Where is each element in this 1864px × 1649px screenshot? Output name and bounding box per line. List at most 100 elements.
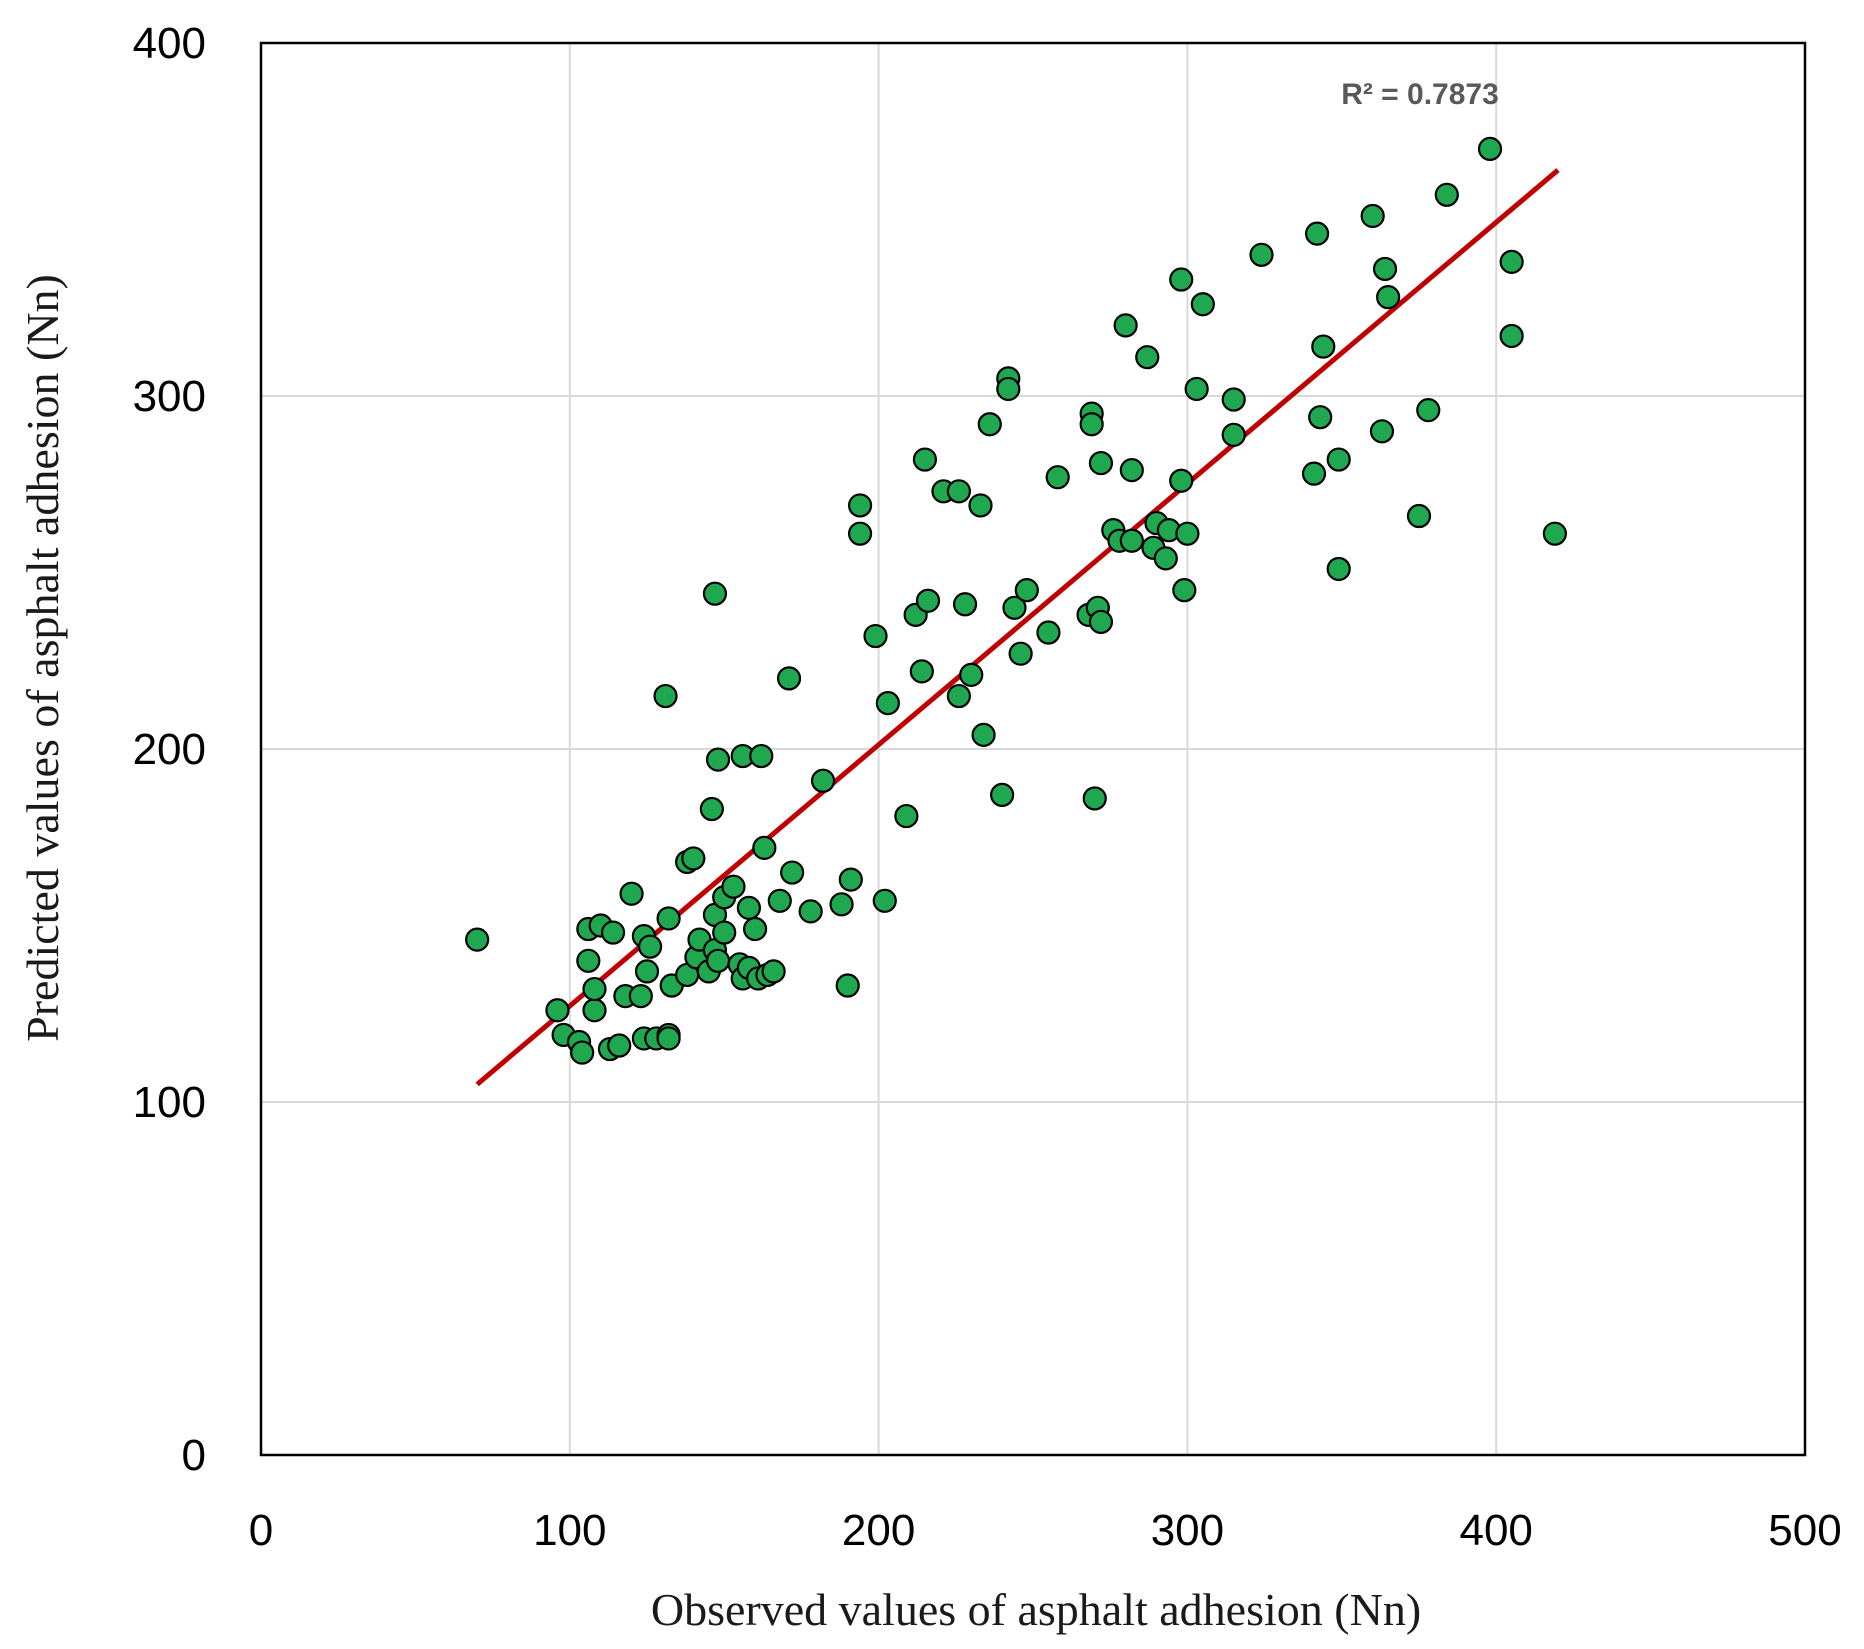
data-point [872,888,897,913]
data-point [996,376,1021,402]
data-point [600,920,626,945]
data-point [1376,285,1401,310]
data-point [835,973,860,998]
data-point [702,581,728,606]
data-point [1169,468,1194,493]
data-point [699,796,724,822]
data-point [761,959,786,984]
data-point [1499,249,1524,274]
data-point [619,881,644,906]
y-tick-label: 300 [133,372,206,421]
data-point [1135,345,1160,370]
data-point [1088,450,1114,476]
data-point [1326,556,1351,582]
y-tick-label: 200 [133,725,206,774]
data-point [863,623,888,649]
data-point [1542,521,1567,546]
data-point [1008,641,1033,666]
data-point [736,895,762,920]
x-tick-label: 200 [842,1506,915,1555]
data-point [1119,458,1144,483]
data-point [705,747,731,772]
x-tick-label: 0 [249,1506,273,1555]
x-axis-tick-labels: 0 100 200 300 400 500 [249,1506,1842,1555]
data-point [742,916,768,942]
trendline [475,168,1560,1087]
data-point [637,934,663,959]
data-point [946,683,971,709]
data-point [576,948,601,973]
data-point [656,906,681,931]
y-axis-tick-labels: 0 100 200 300 400 [133,19,206,1480]
data-point [1190,292,1215,317]
data-point [705,948,731,973]
data-point [847,493,873,518]
data-point [1002,595,1027,620]
data-point [1119,528,1144,553]
data-point [946,479,971,504]
data-point [1372,256,1398,282]
data-point [1113,313,1138,338]
data-point [1301,461,1327,486]
data-point [968,493,993,518]
data-point [915,588,941,613]
r-squared-annotation: R² = 0.7873 [1341,78,1499,111]
data-point [990,782,1015,807]
data-point [829,892,854,917]
data-point [1311,334,1336,359]
data-point [1014,578,1039,603]
data-point [607,1033,632,1058]
data-point [1221,387,1246,412]
data-point [1477,136,1503,161]
data-point [749,743,774,769]
x-tick-label: 400 [1459,1506,1532,1555]
trendline-layer [475,168,1560,1087]
data-point [912,447,938,472]
y-tick-label: 400 [133,19,206,68]
data-point [1326,447,1351,472]
data-point [653,683,678,709]
data-point [1079,412,1104,437]
data-point [1172,578,1197,603]
data-point [1304,221,1330,246]
data-point [1175,521,1200,546]
y-tick-label: 100 [133,1078,206,1127]
data-point [798,899,823,924]
plot-area-border [259,41,1807,1457]
data-point [721,874,746,899]
y-tick-label: 0 [182,1431,206,1480]
data-point [810,768,836,793]
data-point [545,998,570,1023]
data-point [1434,182,1459,207]
data-points [465,136,1567,1065]
data-point [894,803,919,829]
data-point [1416,398,1441,423]
data-point [582,976,607,1002]
data-point [875,691,900,716]
grid-lines [261,43,1805,1455]
data-point [752,835,777,860]
data-point [1308,405,1333,430]
data-point [465,927,490,952]
data-point [1499,323,1524,349]
data-point [971,722,996,747]
data-point [977,412,1002,437]
data-point [959,662,984,687]
data-point [570,1040,595,1065]
data-point [1082,786,1107,811]
data-point [628,983,653,1009]
data-point [847,521,873,546]
data-point [1249,242,1274,267]
y-axis-title: Predicted values of asphalt adhesion (Nn… [17,274,68,1042]
data-point [681,846,706,871]
data-point [712,920,737,945]
data-point [1221,422,1246,447]
data-point [1036,620,1061,645]
x-tick-label: 100 [533,1506,606,1555]
data-point [1360,203,1385,229]
x-tick-label: 300 [1151,1506,1224,1555]
data-point [1184,376,1209,402]
data-point [909,659,934,684]
data-point [634,959,660,984]
